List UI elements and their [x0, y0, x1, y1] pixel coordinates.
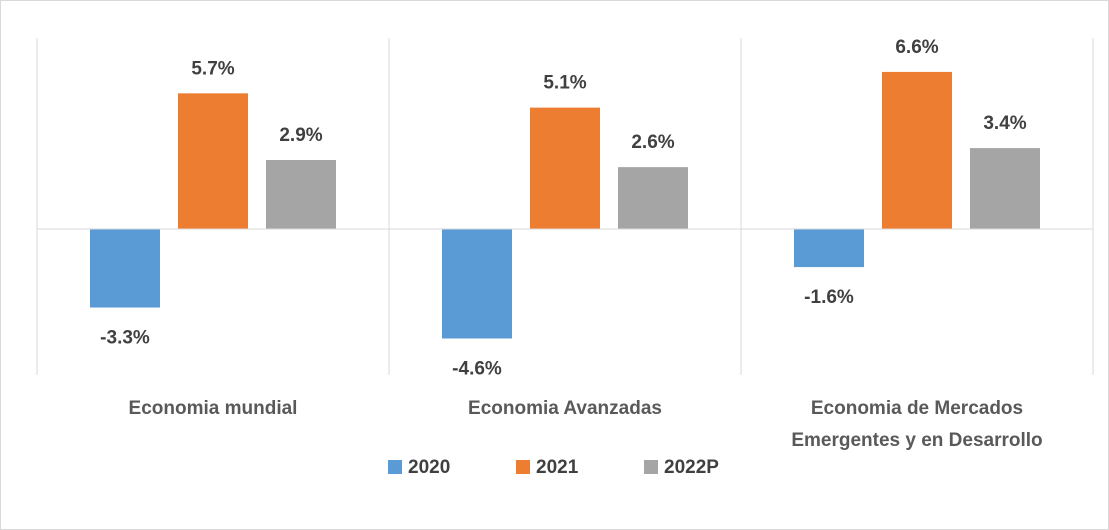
data-label: 2.6% [631, 132, 674, 153]
bar [178, 93, 248, 229]
bar [90, 229, 160, 308]
bar [266, 159, 336, 229]
bar [442, 229, 512, 339]
data-label: 5.1% [543, 73, 586, 94]
data-label: 5.7% [191, 58, 234, 79]
data-label: 2.9% [279, 125, 322, 146]
legend-label: 2020 [408, 457, 450, 478]
data-label: -4.6% [452, 358, 502, 379]
bar [970, 148, 1040, 229]
data-label: -3.3% [100, 328, 150, 349]
bar [882, 71, 952, 229]
bar [618, 167, 688, 229]
x-tick-label: Economia mundial [128, 398, 298, 419]
x-tick-label: Economia Avanzadas [468, 398, 662, 419]
legend-label: 2022P [664, 457, 719, 478]
data-label: 3.4% [983, 113, 1026, 134]
data-label: 6.6% [895, 37, 938, 58]
legend-label: 2021 [536, 457, 579, 478]
x-tick-label: Economia de Mercados Emergentes y en Des… [791, 398, 1043, 451]
legend-swatch [516, 460, 530, 474]
bar [530, 107, 600, 229]
bar [794, 229, 864, 268]
legend-swatch [644, 460, 658, 474]
data-label: -1.6% [804, 287, 854, 308]
legend-swatch [388, 460, 402, 474]
